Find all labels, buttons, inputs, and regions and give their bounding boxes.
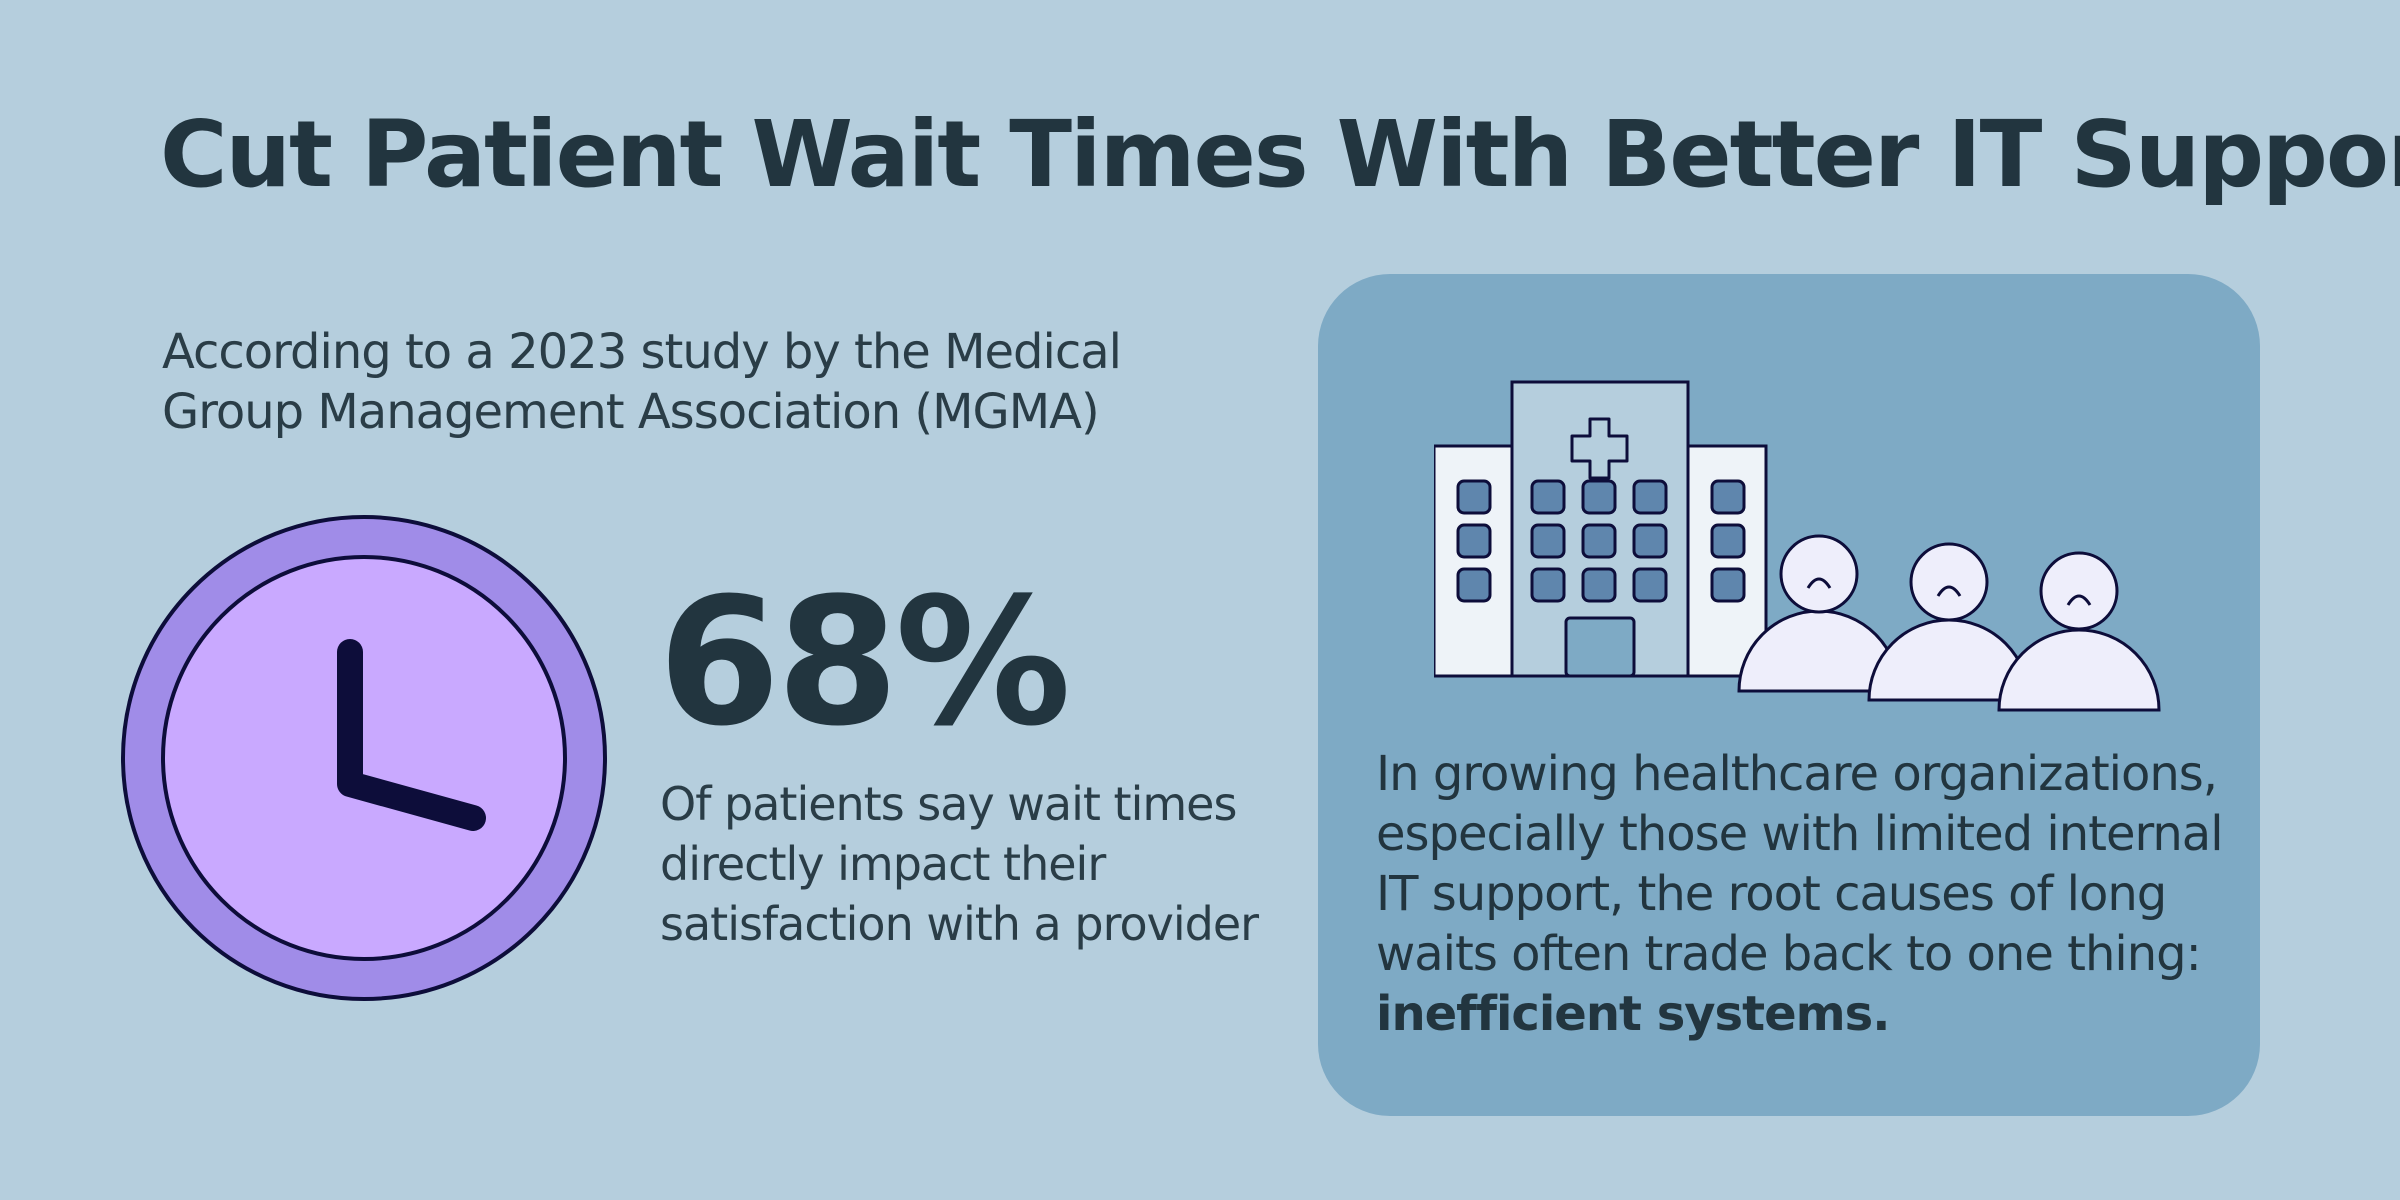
- panel-line: In growing healthcare organizations,: [1376, 746, 2218, 802]
- panel-line: especially those with limited internal: [1376, 806, 2224, 862]
- sad-person-icon: [1997, 551, 2161, 712]
- stat-value: 68%: [658, 560, 1071, 765]
- stat-line: directly impact their: [660, 837, 1106, 891]
- hospital-icon: [1434, 380, 1768, 678]
- source-line: According to a 2023 study by the Medical: [162, 324, 1122, 380]
- clock-face: [161, 555, 567, 961]
- hospital-waiting-illustration: [1434, 380, 2161, 712]
- sad-person-icon: [1867, 542, 2031, 702]
- panel-line: IT support, the root causes of long: [1376, 866, 2167, 922]
- stat-line: satisfaction with a provider: [660, 897, 1259, 951]
- panel-line: waits often trade back to one thing:: [1376, 926, 2202, 982]
- panel-body: In growing healthcare organizations, esp…: [1376, 744, 2236, 1044]
- panel-emphasis: inefficient systems.: [1376, 986, 1890, 1042]
- source-line: Group Management Association (MGMA): [162, 384, 1100, 440]
- clock-hands: [337, 639, 486, 831]
- page-title: Cut Patient Wait Times With Better IT Su…: [160, 101, 2400, 208]
- clock-icon: [121, 515, 607, 1001]
- stat-line: Of patients say wait times: [660, 777, 1237, 831]
- sad-person-icon: [1737, 534, 1901, 693]
- info-panel: In growing healthcare organizations, esp…: [1318, 274, 2260, 1116]
- stat-description: Of patients say wait times directly impa…: [660, 774, 1300, 954]
- source-citation: According to a 2023 study by the Medical…: [162, 322, 1162, 442]
